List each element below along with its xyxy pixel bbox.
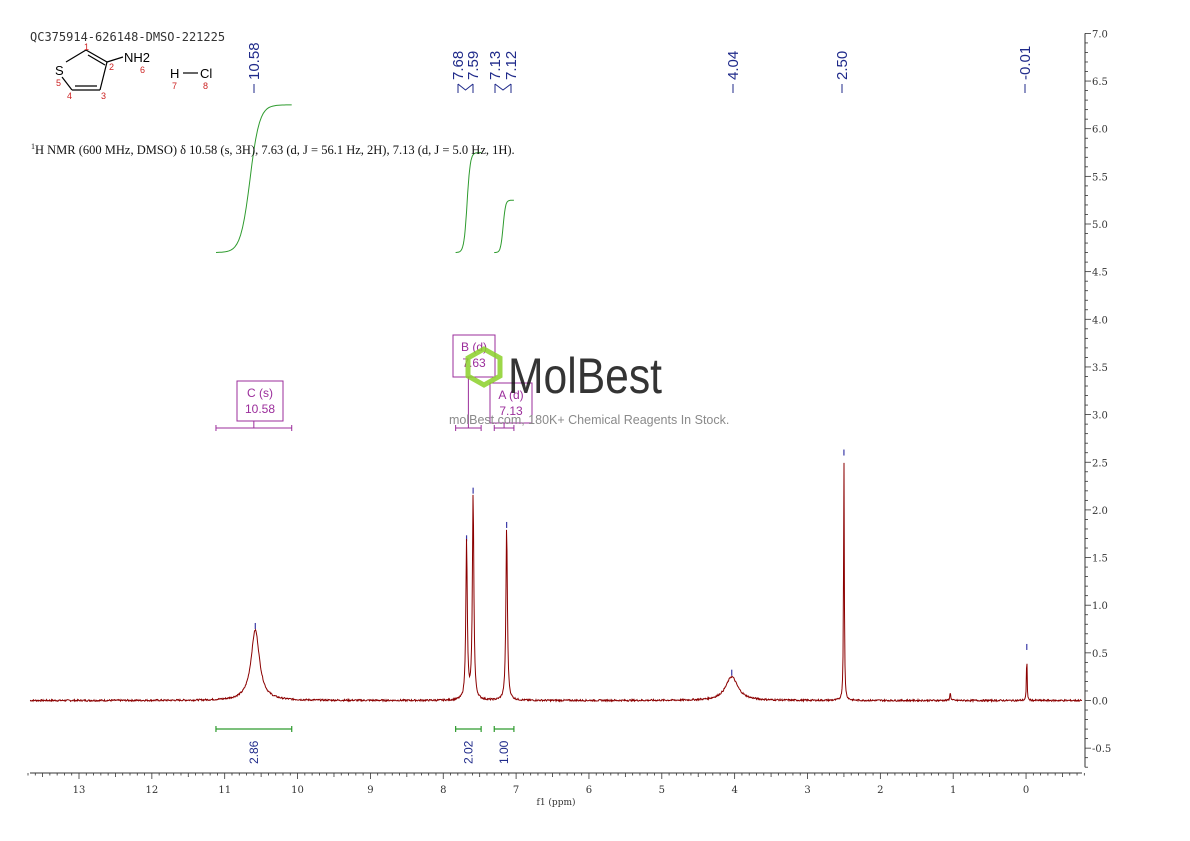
bond-c1-c2: [85, 49, 108, 63]
nmr-summary: 1H NMR (600 MHz, DMSO) δ 10.58 (s, 3H), …: [31, 142, 515, 158]
atom-number-7: 7: [172, 81, 177, 91]
y-tick-label: 2.5: [1092, 458, 1108, 469]
multiplet-label: C (s): [247, 386, 273, 400]
peak-label: 7.12: [503, 51, 520, 80]
integral-curve: [455, 152, 482, 253]
x-tick-label: 6: [586, 785, 592, 796]
x-tick-label: 12: [145, 785, 158, 796]
watermark-tagline: molBest.com, 180K+ Chemical Reagents In …: [449, 413, 730, 427]
watermark-brand: MolBest: [508, 348, 662, 404]
y-tick-label: 6.5: [1092, 77, 1108, 88]
x-axis: 13 12 11 10 9 8 7 6 5 4 3 2 1 0f1 (ppm): [27, 772, 1085, 808]
atom-number-5: 5: [56, 78, 61, 88]
x-tick-label: 4: [731, 785, 737, 796]
y-tick-label: 7.0: [1092, 29, 1108, 40]
y-tick-label: 5.0: [1092, 220, 1108, 231]
atom-number-4: 4: [67, 91, 72, 101]
x-tick-label: 11: [218, 785, 231, 796]
peak-label: 10.58: [246, 42, 263, 80]
y-tick-label: 3.0: [1092, 411, 1108, 422]
peak-label: 7.68: [450, 51, 467, 80]
atom-cl: Cl: [200, 66, 212, 81]
atom-number-1: 1: [84, 42, 89, 52]
peak-label: -0.01: [1017, 46, 1034, 80]
bond-s-c1: [65, 49, 87, 63]
bond-c4-s: [61, 76, 73, 91]
bond-c1-c2-double: [87, 54, 106, 66]
y-tick-label: 4.0: [1092, 315, 1108, 326]
integral-bars: 2.86 2.02 1.00: [215, 726, 515, 764]
y-tick-label: 4.5: [1092, 268, 1108, 279]
x-tick-label: 13: [73, 785, 86, 796]
x-tick-label: 3: [804, 785, 810, 796]
y-tick-label: 1.5: [1092, 554, 1108, 565]
nmr-summary-text: H NMR (600 MHz, DMSO) δ 10.58 (s, 3H), 7…: [35, 143, 515, 158]
x-tick-label: 5: [659, 785, 665, 796]
atom-number-3: 3: [101, 91, 106, 101]
x-tick-label: 9: [367, 785, 373, 796]
x-tick-label: 8: [440, 785, 446, 796]
x-tick-label: 10: [291, 785, 304, 796]
integral-curves: [215, 104, 514, 254]
integral-curve: [215, 104, 292, 253]
spectrum-line: [29, 462, 1083, 704]
atom-s: S: [55, 63, 64, 78]
x-tick-label: 0: [1023, 785, 1029, 796]
molecule-structure: S NH2 H Cl 1 2 3 4 5 6 7 8: [55, 42, 212, 101]
integral-curve: [494, 199, 514, 254]
y-tick-label: 3.5: [1092, 363, 1108, 374]
atom-nh2: NH2: [124, 50, 150, 65]
y-axis: 7.0 6.5 6.0 5.5 5.0 4.5 4.0 3.5 3.0 2.5 2.0 1.5 1.0 0…: [1084, 29, 1111, 768]
y-tick-label: 6.0: [1092, 125, 1108, 136]
atom-number-6: 6: [140, 65, 145, 75]
multiplet-boxes: C (s)10.58B (d)7.63A (d)7.13: [215, 334, 533, 431]
x-tick-label: 2: [877, 785, 883, 796]
x-axis-label: f1 (ppm): [537, 797, 576, 808]
y-tick-label: 0.0: [1092, 697, 1108, 708]
peak-label-connector: [457, 83, 474, 91]
multiplet-shift: 10.58: [245, 402, 275, 416]
peak-label: 4.04: [725, 51, 742, 80]
peak-label: 7.13: [487, 51, 504, 80]
multiplet-box: [236, 380, 284, 422]
x-tick-label: 1: [950, 785, 956, 796]
x-tick-label: 7: [513, 785, 519, 796]
integral-value: 2.02: [461, 740, 475, 764]
y-tick-label: -0.5: [1092, 744, 1111, 755]
atom-number-2: 2: [109, 62, 114, 72]
y-tick-label: 5.5: [1092, 172, 1108, 183]
hexagon-icon: [465, 346, 503, 388]
peak-label: 2.50: [834, 51, 851, 80]
atom-h: H: [170, 66, 179, 81]
atom-number-8: 8: [203, 81, 208, 91]
peak-labels: 10.58 7.687.59 7.13 7.12 4.04 2.50 -0.01: [246, 42, 1034, 676]
bond-c2-n: [106, 56, 124, 63]
y-tick-label: 0.5: [1092, 649, 1108, 660]
peak-label-connector: [494, 83, 512, 91]
integral-value: 2.86: [247, 740, 261, 764]
sample-id: QC375914-626148-DMSO-221225: [30, 30, 226, 44]
molbest-logo: MolBest: [465, 346, 662, 404]
y-tick-label: 1.0: [1092, 601, 1108, 612]
y-tick-label: 2.0: [1092, 506, 1108, 517]
multiplet-box: [489, 382, 533, 424]
bond-c2-c3: [99, 61, 108, 91]
multiplet-shift: 7.13: [499, 404, 523, 418]
multiplet-label: A (d): [498, 388, 523, 402]
integral-value: 1.00: [497, 740, 511, 764]
peak-label: 7.59: [465, 51, 482, 80]
nmr-summary-superscript: 1: [31, 142, 35, 151]
